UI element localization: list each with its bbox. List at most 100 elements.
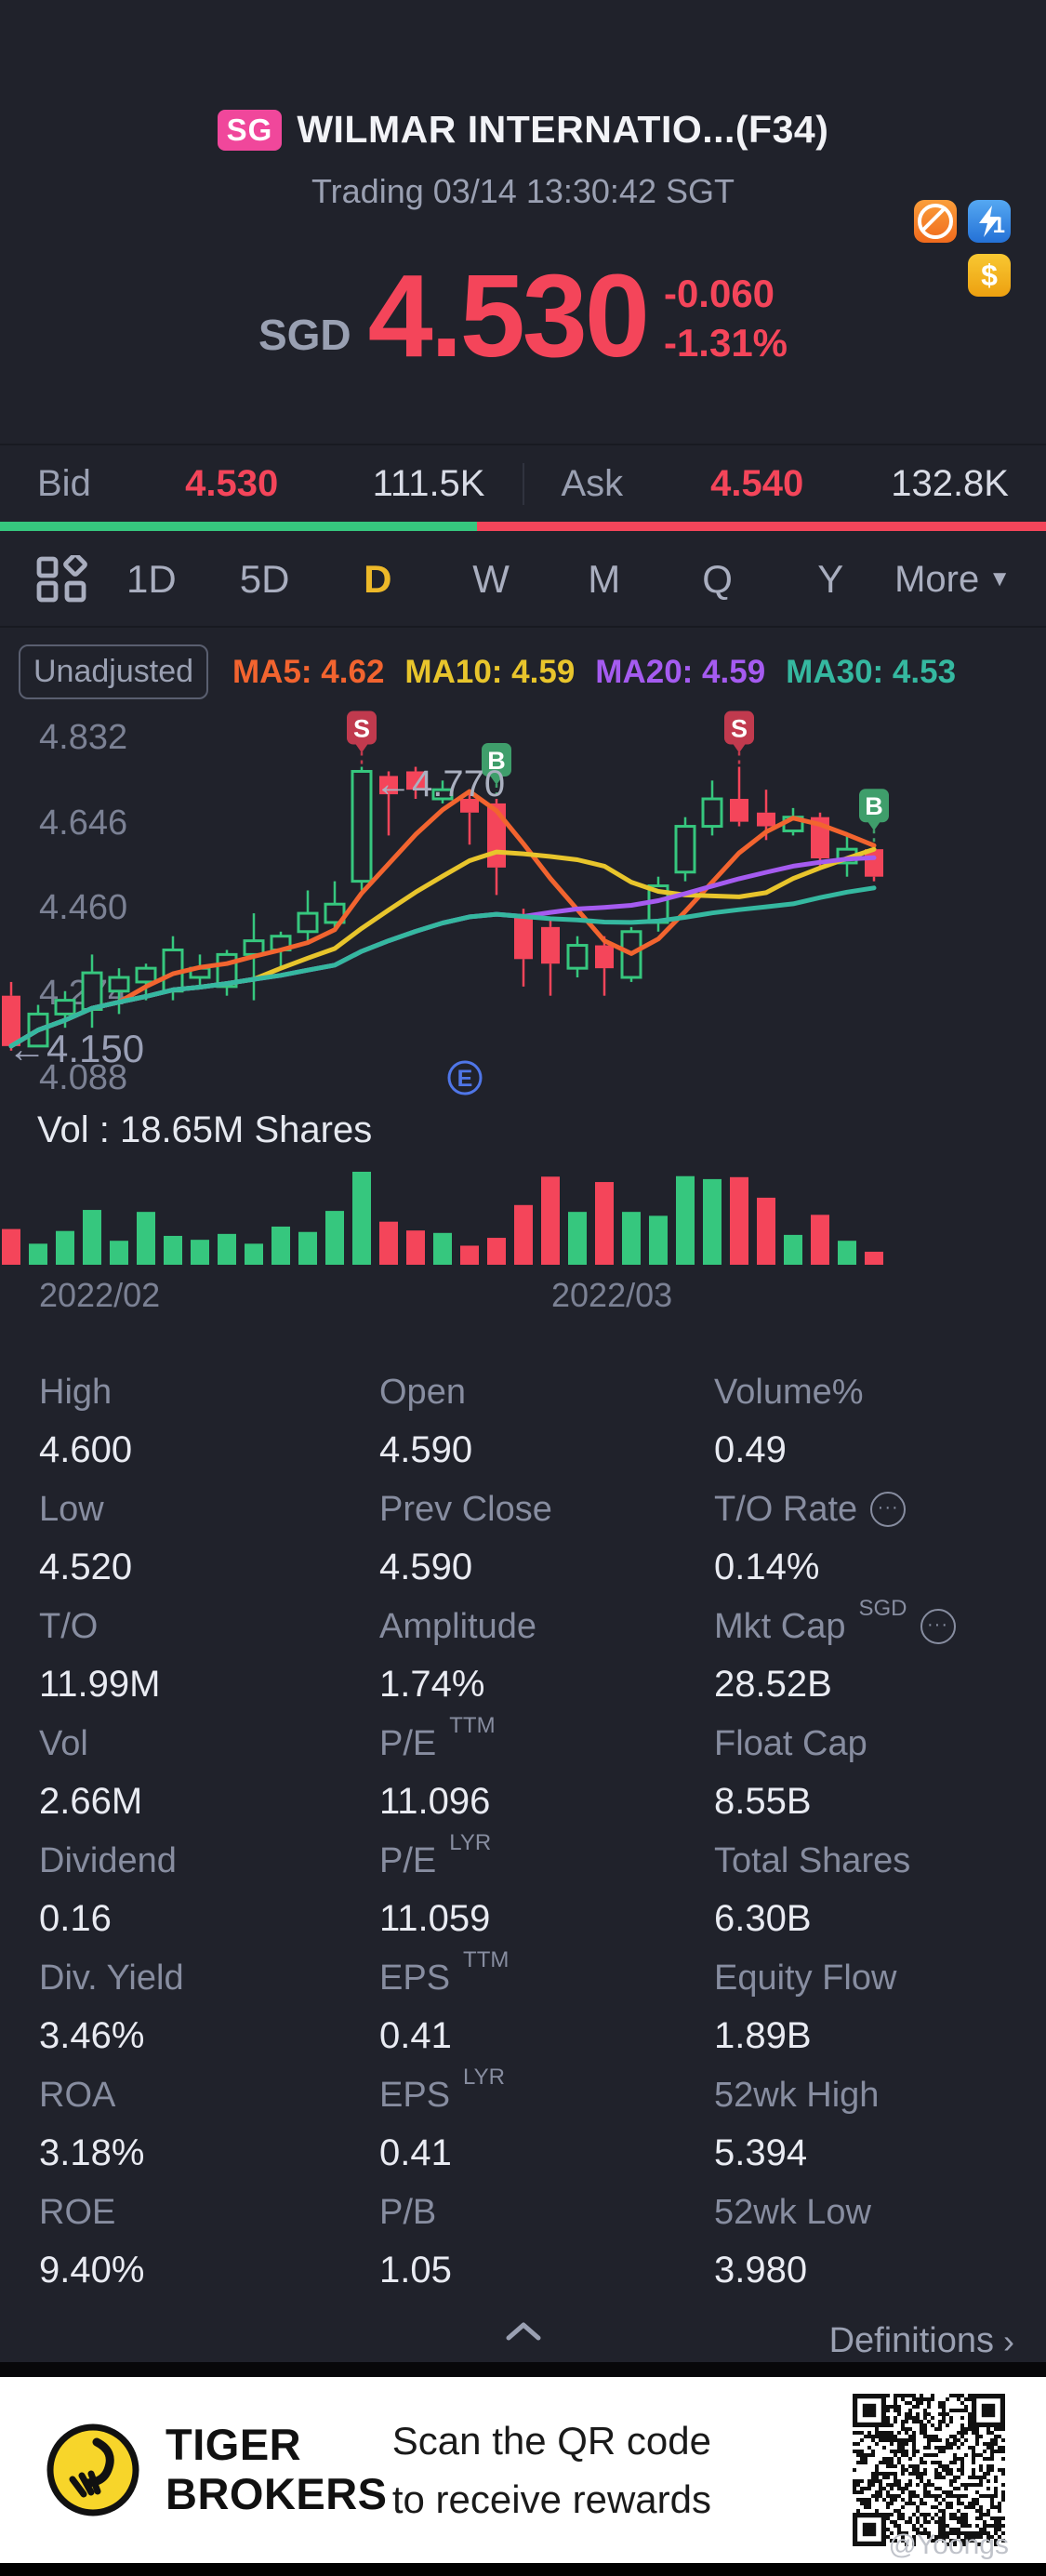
stat-value: 9.40% bbox=[39, 2250, 145, 2291]
tiger-brokers-logo-icon bbox=[46, 2423, 139, 2516]
stat-p-e: P/E LYR 11.059 bbox=[379, 1830, 714, 1959]
stat-eps: EPS LYR 0.41 bbox=[379, 2065, 714, 2193]
stat-label: 52wk Low bbox=[714, 2193, 871, 2232]
header: SG WILMAR INTERNATIO...(F34) Trading 03/… bbox=[0, 0, 1046, 211]
price-section: SGD 4.530 -0.060 -1.31% 1 $ bbox=[0, 200, 1046, 406]
stat-value: 1.74% bbox=[379, 1664, 485, 1705]
ask-price: 4.540 bbox=[710, 462, 804, 504]
ask-section[interactable]: Ask 4.540 132.8K bbox=[522, 462, 1046, 505]
stat-label: Div. Yield bbox=[39, 1959, 184, 1998]
volume-chart[interactable] bbox=[0, 1157, 1046, 1270]
x-axis: 2022/02 2022/03 bbox=[0, 1270, 1046, 1319]
stat-eps: EPS TTM 0.41 bbox=[379, 1947, 714, 2076]
event-badge[interactable]: E bbox=[447, 1060, 483, 1095]
stat-dividend: Dividend 0.16 bbox=[39, 1841, 379, 1959]
stat-equity-flow: Equity Flow 1.89B bbox=[714, 1959, 1018, 2076]
chevron-down-icon: ▼ bbox=[988, 566, 1011, 591]
stat-value: 0.14% bbox=[714, 1547, 820, 1587]
ma-legend-item-2: MA20: 4.59 bbox=[595, 653, 766, 690]
definitions-link[interactable]: Definitions › bbox=[829, 2321, 1014, 2361]
dollar-glyph: $ bbox=[981, 258, 998, 292]
brand-line2: BROKERS bbox=[166, 2469, 388, 2518]
stats-footer-bar: Definitions › bbox=[0, 2312, 1046, 2362]
stat-label: Total Shares bbox=[714, 1841, 911, 1880]
stat-label: Low bbox=[39, 1490, 104, 1529]
stat-amplitude: Amplitude 1.74% bbox=[379, 1607, 714, 1724]
qr-code bbox=[853, 2394, 1005, 2546]
stat-label: T/O bbox=[39, 1607, 99, 1646]
page-title: WILMAR INTERNATIO...(F34) bbox=[297, 108, 829, 151]
tab-d[interactable]: D bbox=[364, 557, 392, 601]
bid-price: 4.530 bbox=[185, 462, 279, 504]
period-tab-bar: 1D 5D D W M Q Y More ▼ bbox=[0, 531, 1046, 628]
lightning-icon bbox=[979, 206, 1000, 237]
stat-superscript: LYR bbox=[463, 2065, 505, 2090]
stat-label: 52wk High bbox=[714, 2076, 880, 2115]
stat-value: 0.41 bbox=[379, 2015, 452, 2056]
stat-value: 11.096 bbox=[379, 1781, 491, 1822]
brand-block: TIGER BROKERS bbox=[0, 2421, 388, 2518]
stats-grid: High 4.600 Open 4.590 Volume% 0.49 Low 4.520 Pre… bbox=[0, 1319, 1046, 2310]
bid-section[interactable]: Bid 4.530 111.5K bbox=[0, 463, 523, 505]
stat-high: High 4.600 bbox=[39, 1373, 379, 1490]
tab-y[interactable]: Y bbox=[817, 557, 844, 601]
tab-m[interactable]: M bbox=[588, 557, 621, 601]
more-label: More bbox=[894, 558, 980, 600]
stat-label: Mkt Cap bbox=[714, 1607, 846, 1646]
stat-superscript: TTM bbox=[463, 1947, 510, 1972]
tab-more[interactable]: More ▼ bbox=[887, 559, 1011, 601]
footer-divider bbox=[0, 2362, 1046, 2377]
stat-value: 4.590 bbox=[379, 1547, 473, 1587]
tab-w[interactable]: W bbox=[472, 557, 510, 601]
stat-div-yield: Div. Yield 3.46% bbox=[39, 1959, 379, 2076]
stat-label: Amplitude bbox=[379, 1607, 536, 1646]
stat-label: Equity Flow bbox=[714, 1959, 897, 1998]
stat-mkt-cap: Mkt Cap SGD ··· 28.52B bbox=[714, 1596, 1018, 1724]
bid-label: Bid bbox=[37, 462, 91, 504]
chevron-right-icon: › bbox=[1003, 2321, 1014, 2360]
period-high-annotation: ←4.770 bbox=[375, 763, 506, 804]
stat-superscript: LYR bbox=[449, 1830, 492, 1855]
stat-roe: ROE 9.40% bbox=[39, 2193, 379, 2310]
stat-prev-close: Prev Close 4.590 bbox=[379, 1490, 714, 1607]
info-icon[interactable]: ··· bbox=[870, 1492, 907, 1527]
stat-t-o-rate: T/O Rate ··· 0.14% bbox=[714, 1490, 1018, 1607]
indicator-bar: Unadjusted MA5: 4.62 MA10: 4.59 MA20: 4.59… bbox=[0, 628, 1046, 705]
bid-ask-row: Bid 4.530 111.5K Ask 4.540 132.8K bbox=[0, 444, 1046, 522]
ask-ratio-segment bbox=[477, 522, 1046, 531]
info-icon[interactable]: ··· bbox=[920, 1609, 956, 1644]
y-axis-label: 4.832 bbox=[39, 718, 128, 758]
svg-text:B: B bbox=[865, 792, 883, 820]
bottom-bar bbox=[0, 2563, 1046, 2576]
bid-ask-ratio-bar bbox=[0, 522, 1046, 531]
collapse-chevron-icon[interactable] bbox=[501, 2319, 546, 2344]
stat-label: EPS bbox=[379, 2076, 451, 2115]
definitions-label: Definitions bbox=[828, 2321, 994, 2360]
buy-marker: B bbox=[482, 743, 511, 797]
stat-p-b: P/B 1.05 bbox=[379, 2193, 714, 2310]
tab-1d[interactable]: 1D bbox=[126, 557, 177, 601]
chart-layout-grid-icon[interactable] bbox=[35, 555, 87, 604]
stat-value: 0.16 bbox=[39, 1898, 112, 1939]
ask-label: Ask bbox=[561, 462, 624, 504]
stat-superscript: TTM bbox=[449, 1713, 496, 1738]
stat-label: Float Cap bbox=[714, 1724, 867, 1763]
price-change-pct: -1.31% bbox=[663, 320, 788, 365]
dollar-rewards-icon[interactable]: $ bbox=[968, 254, 1011, 297]
adjust-toggle[interactable]: Unadjusted bbox=[19, 644, 209, 699]
no-short-sell-icon[interactable] bbox=[914, 200, 957, 243]
y-axis-label: 4.646 bbox=[39, 803, 128, 843]
stat-label: High bbox=[39, 1373, 113, 1412]
flash-order-icon[interactable]: 1 bbox=[968, 200, 1011, 243]
footer-banner: TIGER BROKERS Scan the QR code to receiv… bbox=[0, 2377, 1046, 2563]
stat-float-cap: Float Cap 8.55B bbox=[714, 1724, 1018, 1841]
stat-value: 3.980 bbox=[714, 2250, 808, 2291]
stat-value: 2.66M bbox=[39, 1781, 143, 1822]
tab-q[interactable]: Q bbox=[702, 557, 733, 601]
stat-label: P/B bbox=[379, 2193, 437, 2232]
stat-value: 1.05 bbox=[379, 2250, 452, 2291]
y-axis-label: 4.088 bbox=[39, 1058, 128, 1098]
svg-text:E: E bbox=[457, 1066, 473, 1092]
tab-5d[interactable]: 5D bbox=[239, 557, 290, 601]
